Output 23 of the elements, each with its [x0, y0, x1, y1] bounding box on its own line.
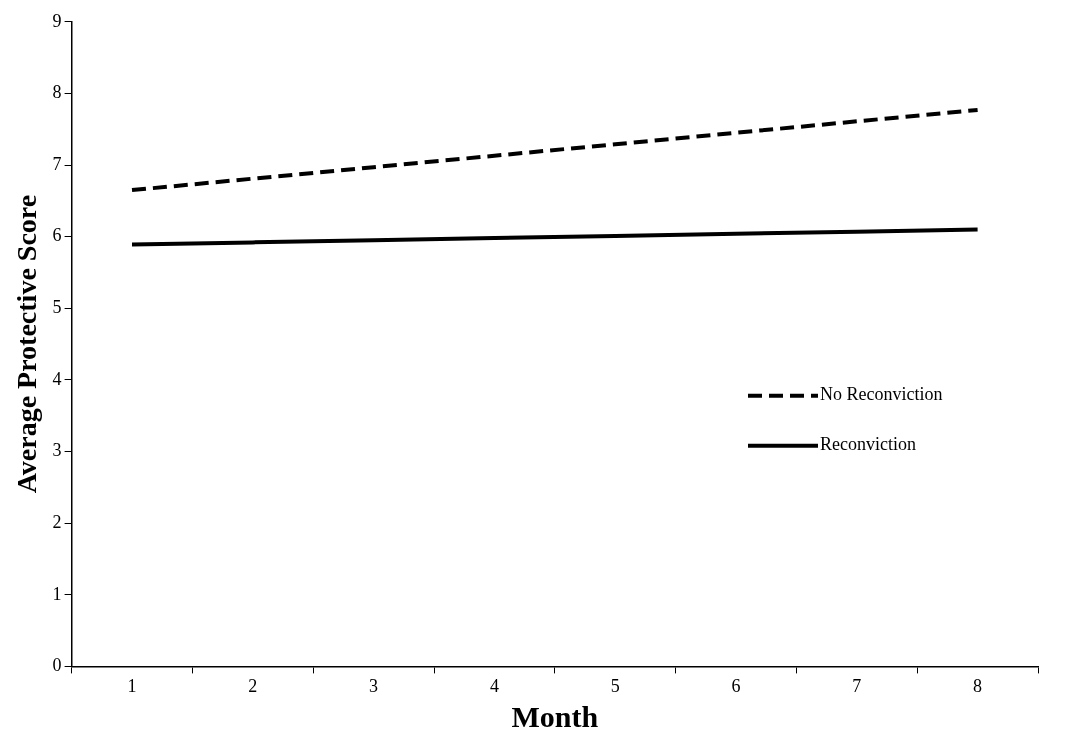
y-tick-label: 4 — [52, 368, 62, 389]
y-tick-label: 5 — [52, 297, 62, 318]
x-tick-label: 6 — [731, 675, 741, 696]
y-tick-label: 8 — [52, 82, 62, 103]
x-tick-label: 5 — [610, 675, 620, 696]
x-tick-label: 7 — [852, 675, 862, 696]
y-tick-label: 1 — [52, 583, 62, 604]
x-tick-label: 3 — [369, 675, 379, 696]
y-tick-label: 0 — [52, 655, 62, 676]
y-tick-label: 3 — [52, 440, 62, 461]
legend-label: Reconviction — [820, 434, 916, 455]
x-tick-label: 8 — [973, 675, 983, 696]
x-axis-title: Month — [511, 699, 599, 733]
line-series — [130, 107, 980, 193]
y-tick-label: 9 — [52, 10, 62, 31]
x-tick-label: 2 — [248, 675, 258, 696]
x-tick-label: 1 — [127, 675, 137, 696]
x-tick-label: 4 — [489, 675, 499, 696]
y-axis-title: Average Protective Score — [11, 194, 43, 494]
y-tick-label: 7 — [52, 153, 62, 174]
y-tick-label: 2 — [52, 511, 62, 532]
y-tick-label: 6 — [52, 225, 62, 246]
legend-label: No Reconviction — [820, 384, 943, 405]
